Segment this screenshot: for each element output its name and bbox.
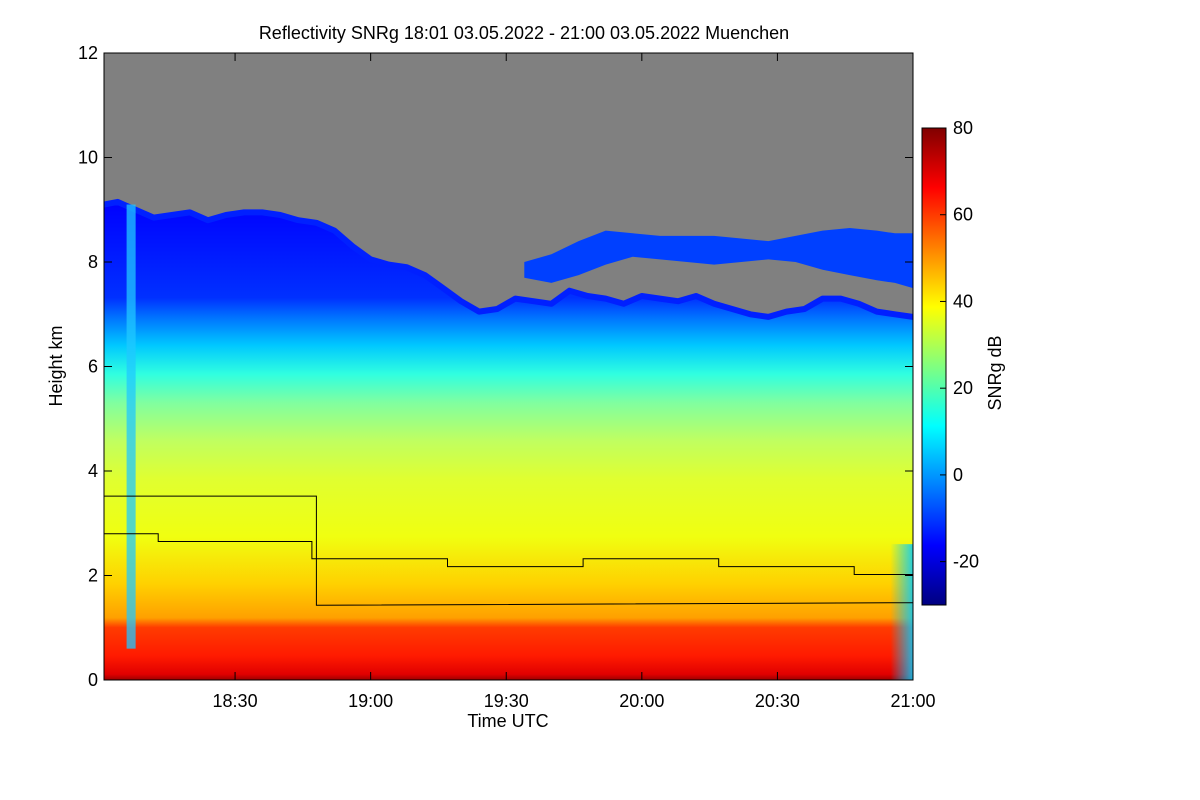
overlay-line-2 xyxy=(104,533,913,575)
right-edge-signal xyxy=(890,544,913,680)
y-tick-label: 8 xyxy=(88,252,98,272)
colorbar-tick-label: 40 xyxy=(953,291,973,311)
colorbar: -20 0 20 40 60 80 SNRg dB xyxy=(921,118,1005,606)
x-tick-label: 19:00 xyxy=(348,691,393,711)
x-tick-label: 19:30 xyxy=(484,691,529,711)
left-column-streak xyxy=(126,204,136,649)
y-axis-label: Height km xyxy=(46,325,66,406)
cloud-top-edge xyxy=(104,198,913,320)
heatmap-area xyxy=(104,53,913,680)
colorbar-gradient xyxy=(921,127,947,606)
upper-cloud-layer xyxy=(524,228,913,289)
colorbar-ticks: -20 0 20 40 60 80 xyxy=(940,118,979,572)
y-tick-label: 10 xyxy=(78,148,98,168)
y-tick-label: 12 xyxy=(78,43,98,63)
y-tick-label: 2 xyxy=(88,566,98,586)
y-tick-label: 0 xyxy=(88,670,98,690)
x-tick-label: 20:30 xyxy=(755,691,800,711)
overlay-line-1 xyxy=(104,495,913,606)
y-axis: 0 2 4 6 8 10 12 xyxy=(78,43,913,690)
x-tick-label: 18:30 xyxy=(213,691,258,711)
colorbar-label: SNRg dB xyxy=(985,335,1005,410)
colorbar-tick-label: 60 xyxy=(953,205,973,225)
colorbar-tick-label: 20 xyxy=(953,378,973,398)
y-tick-label: 4 xyxy=(88,461,98,481)
y-tick-label: 6 xyxy=(88,357,98,377)
x-axis: 18:30 19:00 19:30 20:00 20:30 21:00 xyxy=(213,53,936,711)
chart-title: Reflectivity SNRg 18:01 03.05.2022 - 21:… xyxy=(259,23,789,43)
overlay-lines xyxy=(104,495,913,606)
x-axis-label: Time UTC xyxy=(467,711,548,731)
colorbar-tick-label: 80 xyxy=(953,118,973,138)
colorbar-tick-label: 0 xyxy=(953,465,963,485)
x-tick-label: 21:00 xyxy=(890,691,935,711)
x-tick-label: 20:00 xyxy=(619,691,664,711)
cloud-body xyxy=(104,201,913,680)
colorbar-tick-label: -20 xyxy=(953,552,979,572)
